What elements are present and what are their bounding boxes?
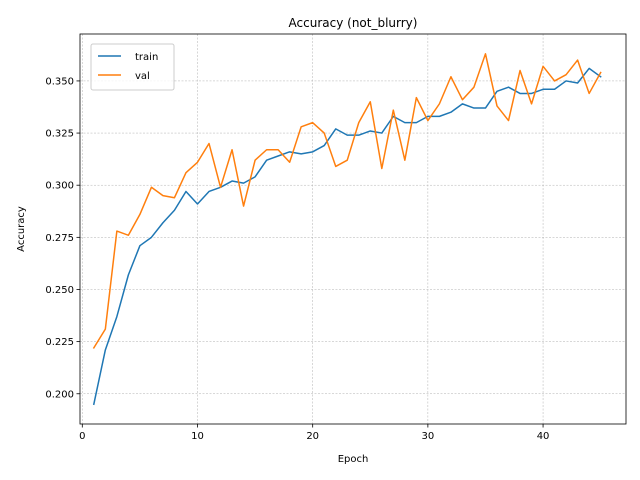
y-axis-label: Accuracy (16, 206, 27, 252)
legend-label-val: val (135, 71, 150, 82)
x-tick-label: 10 (191, 431, 204, 442)
y-axis-ticks: 0.200 0.225 0.250 0.275 0.300 0.325 0.350 (45, 76, 80, 400)
x-tick-label: 0 (79, 431, 85, 442)
y-tick-label: 0.325 (45, 129, 74, 140)
series-line-val (92, 53, 602, 349)
x-axis-label: Epoch (338, 454, 369, 465)
series-line-train (92, 67, 602, 406)
plot-area-frame (79, 33, 627, 425)
legend: train val (90, 43, 175, 91)
legend-label-train: train (135, 52, 158, 63)
y-tick-label: 0.200 (45, 389, 74, 400)
legend-box (90, 43, 175, 91)
chart-title: Accuracy (not_blurry) (289, 16, 418, 30)
x-tick-label: 20 (306, 431, 319, 442)
y-tick-label: 0.300 (45, 181, 74, 192)
y-tick-label: 0.250 (45, 285, 74, 296)
grid (80, 34, 626, 424)
y-tick-label: 0.275 (45, 233, 74, 244)
x-tick-label: 40 (537, 431, 550, 442)
series-lines (92, 53, 602, 406)
y-tick-label: 0.225 (45, 337, 74, 348)
y-tick-label: 0.350 (45, 76, 74, 87)
x-tick-label: 30 (422, 431, 435, 442)
x-axis-ticks: 0 10 20 30 40 (79, 424, 549, 442)
